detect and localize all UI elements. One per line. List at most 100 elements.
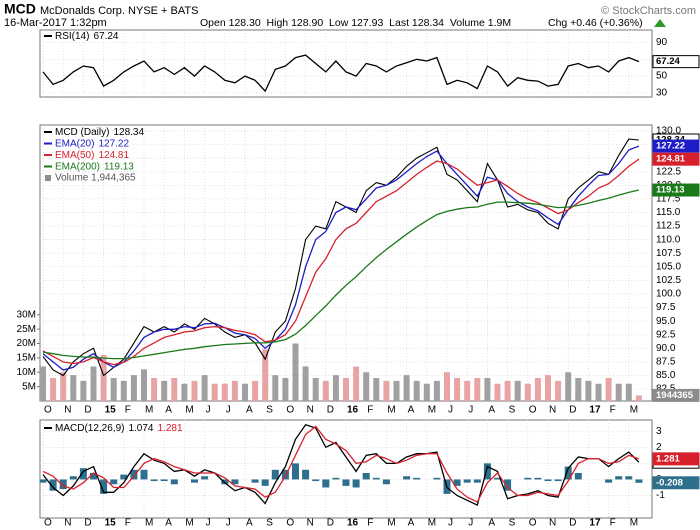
volume-bar bbox=[484, 378, 491, 401]
y-tick-label: 50 bbox=[656, 71, 668, 82]
y-tick-label: 115.0 bbox=[656, 207, 681, 218]
x-tick-label: N bbox=[307, 518, 314, 529]
histogram-bar bbox=[39, 479, 47, 483]
legend-entry: EMA(200) 119.13 bbox=[55, 161, 134, 172]
histogram-bar bbox=[312, 479, 320, 482]
volume-bar bbox=[575, 378, 582, 401]
y-tick-label: 105.0 bbox=[656, 261, 681, 272]
date: 16-Mar-2017 1:32pm bbox=[4, 17, 107, 29]
histogram-bar bbox=[110, 479, 118, 485]
histogram-bar bbox=[463, 479, 471, 483]
histogram-bar bbox=[544, 479, 552, 482]
histogram-bar bbox=[382, 479, 390, 485]
legend-name: RSI(14) bbox=[55, 31, 89, 42]
volume-bar bbox=[383, 380, 390, 401]
company-name: McDonalds Corp. NYSE + BATS bbox=[40, 5, 198, 17]
volume-tick-label: 10M bbox=[17, 367, 36, 378]
volume-bar bbox=[282, 378, 289, 401]
volume-bar bbox=[110, 378, 117, 401]
histogram-bar bbox=[49, 479, 57, 491]
x-tick-label: N bbox=[549, 405, 556, 416]
value-box bbox=[652, 55, 700, 69]
x-tick-label: S bbox=[509, 518, 516, 529]
volume-bar bbox=[444, 372, 450, 401]
histogram-bar bbox=[251, 479, 259, 483]
y-tick-label: 85.0 bbox=[656, 370, 676, 381]
x-tick-label: D bbox=[84, 405, 91, 416]
value-box-label: 119.13 bbox=[656, 185, 685, 196]
y-tick-label: 117.5 bbox=[656, 194, 681, 205]
value-box-label: 127.22 bbox=[656, 141, 685, 152]
x-tick-label: A bbox=[246, 405, 253, 416]
x-tick-label: M bbox=[185, 518, 193, 529]
x-tick-label: S bbox=[266, 405, 273, 416]
volume-bar bbox=[433, 380, 440, 401]
y-tick-label: 102.5 bbox=[656, 275, 681, 286]
x-tick-label: M bbox=[185, 405, 193, 416]
x-tick-label: O bbox=[529, 405, 537, 416]
x-tick-label: A bbox=[488, 518, 495, 529]
volume-bar bbox=[70, 375, 77, 401]
x-tick-label: J bbox=[206, 518, 211, 529]
x-tick-label: 16 bbox=[347, 405, 359, 416]
volume-bar bbox=[545, 375, 551, 401]
legend-value: 124.81 bbox=[98, 150, 129, 161]
volume-bar bbox=[40, 366, 46, 401]
histogram-bar bbox=[413, 477, 421, 480]
volume-bar bbox=[242, 383, 248, 401]
histogram-bar bbox=[302, 469, 310, 480]
volume-bar bbox=[635, 395, 642, 401]
volume-bar bbox=[393, 380, 400, 401]
volume-bar bbox=[272, 375, 279, 401]
volume-bar bbox=[211, 383, 218, 401]
volume-bar bbox=[494, 383, 501, 401]
volume-bar bbox=[605, 378, 612, 401]
y-tick-label: 30 bbox=[656, 87, 668, 98]
legend-entry: Volume 1,944,365 bbox=[55, 173, 136, 184]
volume-bar bbox=[80, 380, 87, 401]
x-tick-label: F bbox=[610, 518, 616, 529]
x-tick-label: M bbox=[630, 405, 638, 416]
x-tick-label: A bbox=[408, 405, 415, 416]
volume-bar bbox=[363, 372, 370, 401]
volume-bar bbox=[403, 375, 410, 401]
histogram-bar bbox=[574, 473, 582, 480]
volume-bar bbox=[191, 380, 198, 401]
legend-name: EMA(200) bbox=[55, 161, 100, 172]
series-line bbox=[42, 425, 640, 503]
volume-bar bbox=[585, 380, 592, 401]
y-tick-label: 97.5 bbox=[656, 302, 676, 313]
legend-value: 67.24 bbox=[93, 31, 118, 42]
histogram-bar bbox=[130, 469, 138, 480]
histogram-bar bbox=[292, 463, 299, 480]
value-box bbox=[652, 388, 700, 402]
legend-name: MCD (Daily) bbox=[55, 127, 109, 138]
legend-entry: EMA(50) 124.81 bbox=[55, 150, 129, 161]
volume-bar bbox=[252, 380, 259, 401]
x-tick-label: A bbox=[408, 518, 415, 529]
y-tick-label: 92.5 bbox=[656, 329, 676, 340]
legend-name: EMA(20) bbox=[55, 138, 94, 149]
y-tick-label: 110.0 bbox=[656, 234, 681, 245]
x-tick-label: 15 bbox=[105, 405, 117, 416]
x-tick-label: O bbox=[286, 405, 294, 416]
volume-bar bbox=[555, 380, 562, 401]
x-tick-label: D bbox=[327, 405, 334, 416]
x-tick-label: M bbox=[428, 405, 436, 416]
histogram-bar bbox=[191, 479, 198, 483]
volume-bar bbox=[343, 378, 349, 401]
volume-bar bbox=[130, 375, 137, 401]
value-box bbox=[652, 139, 700, 153]
histogram-bar bbox=[554, 479, 562, 482]
x-tick-label: M bbox=[145, 405, 153, 416]
x-tick-label: D bbox=[84, 518, 91, 529]
volume-bar bbox=[413, 380, 420, 401]
value-box-label: 67.24 bbox=[656, 56, 680, 67]
histogram-bar bbox=[120, 474, 128, 480]
volume-bar bbox=[595, 383, 602, 401]
volume-bar bbox=[120, 380, 127, 401]
series-line bbox=[42, 158, 640, 366]
volume-bar bbox=[514, 380, 521, 401]
legend-value: 128.34 bbox=[113, 127, 144, 138]
